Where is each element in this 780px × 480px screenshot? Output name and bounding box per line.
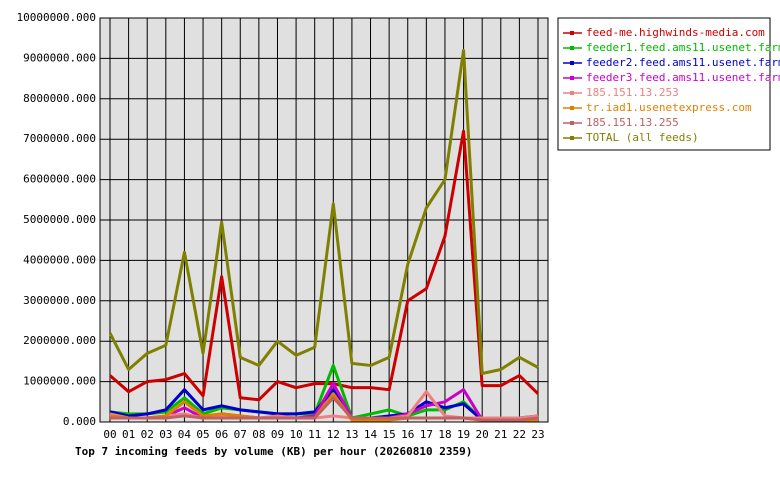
x-tick-label: 05 — [196, 428, 209, 441]
x-tick-label: 04 — [178, 428, 192, 441]
legend-marker — [570, 106, 574, 110]
y-tick-label: 4000000.000 — [23, 253, 96, 266]
x-tick-label: 00 — [103, 428, 116, 441]
legend-label: feeder3.feed.ams11.usenet.farm — [586, 71, 780, 84]
x-tick-label: 02 — [141, 428, 154, 441]
x-tick-label: 21 — [494, 428, 507, 441]
x-tick-label: 07 — [234, 428, 247, 441]
x-tick-label: 11 — [308, 428, 321, 441]
legend-marker — [570, 76, 574, 80]
x-tick-label: 12 — [327, 428, 340, 441]
y-tick-label: 10000000.000 — [17, 11, 96, 24]
chart-title: Top 7 incoming feeds by volume (KB) per … — [75, 445, 472, 458]
legend-marker — [570, 46, 574, 50]
x-tick-label: 09 — [271, 428, 284, 441]
y-tick-label: 9000000.000 — [23, 51, 96, 64]
y-tick-label: 6000000.000 — [23, 173, 96, 186]
x-tick-label: 19 — [457, 428, 470, 441]
legend-marker — [570, 136, 574, 140]
legend-label: feed-me.highwinds-media.com — [586, 26, 765, 39]
y-tick-label: 2000000.000 — [23, 334, 96, 347]
legend-marker — [570, 91, 574, 95]
legend-marker — [570, 31, 574, 35]
series-line — [108, 48, 539, 376]
x-tick-label: 16 — [401, 428, 414, 441]
x-tick-label: 20 — [476, 428, 489, 441]
y-tick-label: 1000000.000 — [23, 375, 96, 388]
x-tick-label: 22 — [513, 428, 526, 441]
legend-marker — [570, 61, 574, 65]
legend-label: TOTAL (all feeds) — [586, 131, 699, 144]
legend-marker — [570, 121, 574, 125]
x-tick-label: 15 — [383, 428, 396, 441]
series-line — [109, 382, 539, 422]
legend-label: feeder2.feed.ams11.usenet.farm — [586, 56, 780, 69]
x-tick-label: 13 — [345, 428, 358, 441]
series-line — [109, 129, 540, 402]
y-tick-label: 5000000.000 — [23, 213, 96, 226]
legend-label: feeder1.feed.ams11.usenet.farm — [586, 41, 780, 54]
y-tick-label: 8000000.000 — [23, 92, 96, 105]
x-tick-label: 08 — [252, 428, 265, 441]
x-tick-label: 06 — [215, 428, 228, 441]
y-tick-label: 0.000 — [63, 415, 96, 428]
legend — [557, 17, 771, 151]
y-tick-label: 3000000.000 — [23, 294, 96, 307]
series-line — [110, 396, 539, 422]
x-tick-label: 01 — [122, 428, 135, 441]
x-tick-label: 18 — [438, 428, 451, 441]
legend-label: tr.iad1.usenetexpress.com — [586, 101, 752, 114]
x-tick-label: 03 — [159, 428, 172, 441]
legend-label: 185.151.13.253 — [586, 86, 679, 99]
x-tick-label: 10 — [289, 428, 302, 441]
x-tick-label: 23 — [531, 428, 544, 441]
x-tick-label: 14 — [364, 428, 378, 441]
x-tick-label: 17 — [420, 428, 433, 441]
y-tick-label: 7000000.000 — [23, 132, 96, 145]
legend-label: 185.151.13.255 — [586, 116, 679, 129]
